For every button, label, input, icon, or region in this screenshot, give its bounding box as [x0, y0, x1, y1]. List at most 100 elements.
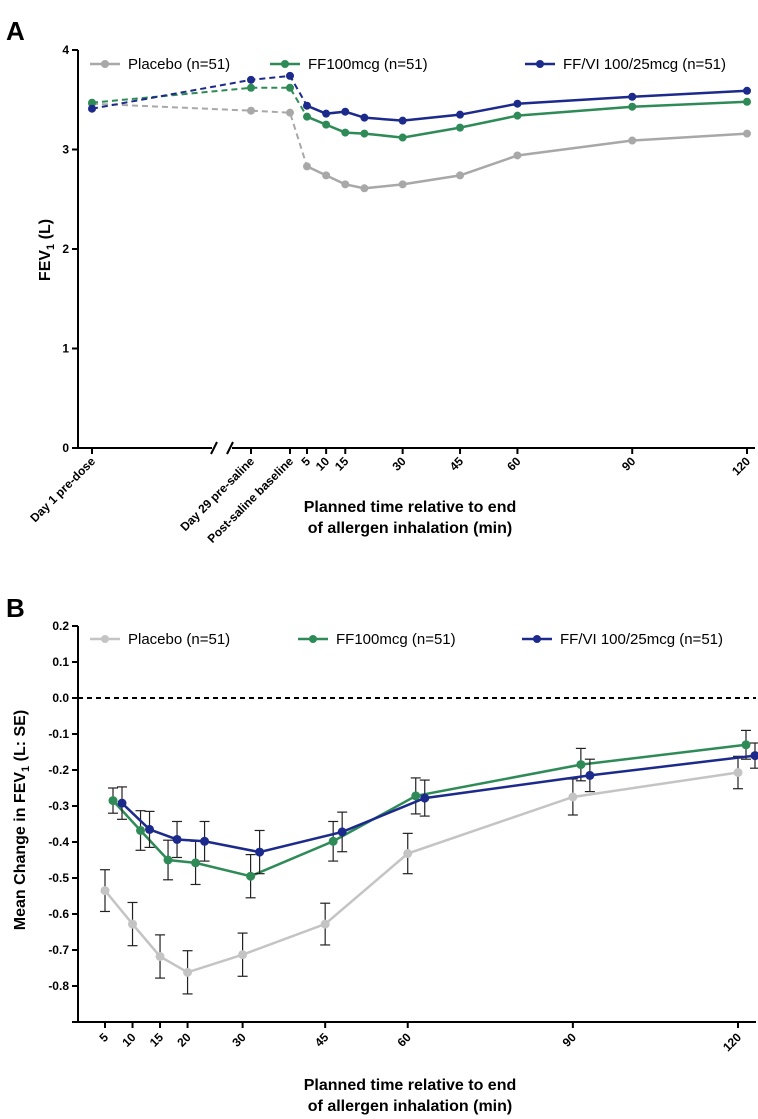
x-axis-title-b-line: Planned time relative to end — [304, 1077, 517, 1094]
y-axis-title-b-main: Mean Change in FEV — [12, 772, 29, 931]
series-line-dashed-ffvi — [91, 74, 308, 110]
data-point-ffvi — [420, 793, 430, 803]
legend-label-ffvi: FF/VI 100/25mcg (n=51) — [563, 56, 726, 73]
x-tick-label-b: 20 — [174, 1030, 194, 1050]
x-tick-label-a: 5 — [298, 454, 313, 469]
series-line-dashed-ff — [91, 86, 308, 118]
data-point-ff — [303, 112, 311, 121]
data-point-ff — [163, 855, 173, 865]
legend-marker-ffvi — [533, 635, 541, 643]
y-tick-label-b: -0.7 — [48, 943, 69, 957]
data-point-ff — [322, 120, 331, 129]
y-tick-label-b: -0.1 — [48, 727, 69, 741]
y-tick-label-b: -0.8 — [48, 979, 69, 993]
data-point-ffvi — [88, 104, 96, 113]
x-tick-label-b: 90 — [560, 1030, 580, 1050]
data-point-placebo — [183, 967, 193, 977]
y-tick-label-a: 3 — [62, 143, 69, 157]
x-tick-label-a: 90 — [619, 454, 639, 474]
data-point-ff — [247, 83, 255, 92]
data-point-placebo — [403, 849, 413, 859]
legend-label-ff: FF100mcg (n=51) — [336, 631, 456, 648]
x-axis-title-a-line: Planned time relative to end — [304, 499, 517, 516]
data-point-ffvi — [286, 71, 294, 80]
data-point-ff — [411, 791, 421, 801]
x-tick-label-a: 60 — [504, 454, 524, 474]
data-point-placebo — [320, 919, 330, 929]
data-point-ff — [328, 836, 338, 846]
data-point-ffvi — [117, 798, 127, 808]
data-point-ffvi — [341, 107, 350, 116]
data-point-ff — [456, 123, 465, 132]
series-line-placebo — [104, 771, 739, 974]
y-axis-title-b-sub: 1 — [20, 766, 32, 772]
data-point-placebo — [743, 129, 751, 138]
data-point-placebo — [398, 180, 407, 189]
data-point-ffvi — [145, 824, 155, 834]
data-point-ffvi — [337, 827, 347, 837]
data-point-ffvi — [322, 109, 331, 118]
y-tick-label-b: -0.5 — [48, 871, 69, 885]
data-point-ffvi — [398, 116, 407, 125]
y-axis-title-a: FEV1 (L) — [37, 219, 57, 281]
y-tick-label-b: -0.4 — [48, 835, 69, 849]
x-tick-label-a: 10 — [313, 454, 333, 474]
legend-marker-ff — [281, 60, 289, 68]
data-point-placebo — [628, 136, 637, 145]
data-point-placebo — [456, 171, 465, 180]
legend-marker-placebo — [101, 635, 109, 643]
y-tick-label-b: -0.6 — [48, 907, 69, 921]
data-point-ff — [191, 858, 201, 868]
y-axis-title-a-sub: 1 — [45, 244, 57, 250]
y-tick-label-b: 0.1 — [52, 655, 69, 669]
data-point-placebo — [247, 106, 255, 115]
y-tick-label-b: 0.2 — [52, 619, 69, 633]
data-point-ffvi — [255, 847, 265, 857]
y-axis-title-a-main: FEV — [37, 250, 54, 281]
x-tick-label-a: 30 — [389, 454, 409, 474]
y-axis-title-b-unit: (L: SE) — [12, 710, 29, 766]
series-line-ffvi — [121, 754, 756, 854]
data-point-placebo — [238, 950, 248, 960]
x-tick-label-b: 15 — [147, 1030, 167, 1050]
data-point-placebo — [100, 886, 110, 896]
data-point-placebo — [155, 951, 165, 961]
y-axis-title-b: Mean Change in FEV1 (L: SE) — [12, 710, 32, 930]
series-line-dashed-placebo — [91, 102, 308, 167]
data-point-placebo — [513, 151, 522, 160]
legend-marker-ffvi — [536, 60, 544, 68]
data-point-ff — [341, 128, 350, 137]
data-point-ff — [136, 825, 146, 835]
x-tick-label-b: 10 — [119, 1030, 139, 1050]
data-point-ffvi — [456, 110, 465, 119]
axis-break-left — [210, 441, 218, 455]
panel-b-letter: B — [6, 593, 25, 623]
data-point-placebo — [360, 184, 369, 193]
data-point-placebo — [128, 919, 138, 929]
legend-label-ffvi: FF/VI 100/25mcg (n=51) — [560, 631, 723, 648]
y-tick-label-a: 1 — [62, 342, 69, 356]
data-point-ffvi — [200, 836, 210, 846]
x-tick-label-b: 5 — [96, 1030, 111, 1045]
y-axis-title-a-unit: (L) — [37, 219, 54, 244]
data-point-ffvi — [172, 834, 182, 844]
legend-marker-ff — [309, 635, 317, 643]
y-tick-label-a: 0 — [62, 441, 69, 455]
data-point-ff — [628, 102, 637, 111]
data-point-placebo — [303, 162, 311, 171]
data-point-ff — [743, 97, 751, 106]
data-point-ffvi — [585, 770, 595, 780]
x-tick-label-a: 120 — [729, 454, 753, 478]
data-point-ff — [108, 796, 118, 806]
data-point-ff — [741, 740, 751, 750]
data-point-ffvi — [743, 86, 751, 95]
x-tick-label-b: 120 — [720, 1030, 744, 1054]
legend-label-placebo: Placebo (n=51) — [128, 631, 230, 648]
x-tick-label-b: 30 — [229, 1030, 249, 1050]
data-point-placebo — [322, 171, 331, 180]
legend-label-placebo: Placebo (n=51) — [128, 56, 230, 73]
series-line-ff — [112, 743, 747, 878]
y-tick-label-b: -0.3 — [48, 799, 69, 813]
